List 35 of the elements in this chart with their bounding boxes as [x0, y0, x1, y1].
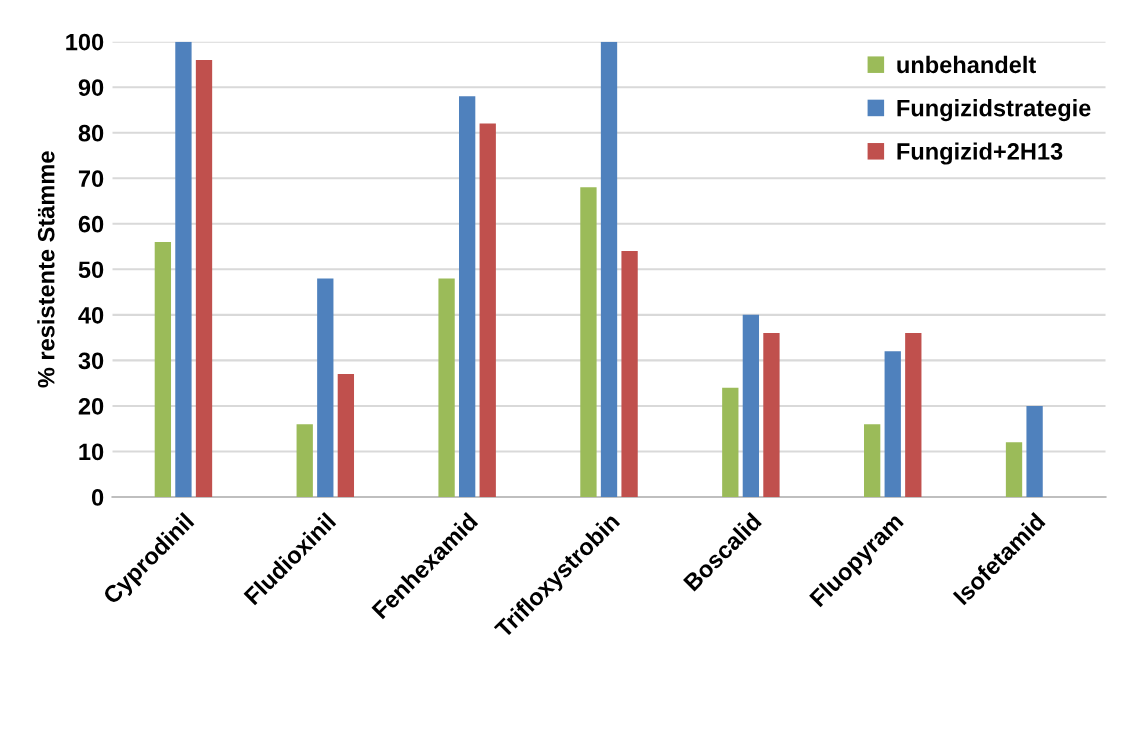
- y-axis-title: % resistente Stämme: [37, 151, 55, 388]
- bar: [195, 59, 213, 497]
- y-tick-label: 60: [78, 215, 104, 233]
- y-tick-label: 20: [78, 397, 104, 415]
- bar: [438, 278, 455, 497]
- bar: [459, 96, 476, 497]
- y-tick-label: 0: [91, 489, 104, 506]
- y-tick-label: 50: [78, 261, 104, 279]
- bar: [337, 374, 355, 497]
- bar: [1026, 405, 1043, 497]
- y-tick-label: 40: [78, 306, 104, 324]
- bar: [742, 314, 760, 497]
- bar: [580, 187, 597, 497]
- legend-label: unbehandelt: [897, 55, 1036, 74]
- legend-label: Fungizid+2H13: [897, 142, 1063, 165]
- y-tick-label: 90: [78, 79, 104, 96]
- bar: [763, 333, 780, 497]
- bar: [905, 333, 922, 497]
- y-tick-label: 10: [79, 443, 104, 461]
- bar: [600, 41, 618, 497]
- y-tick-label: 80: [78, 124, 104, 142]
- bar: [154, 242, 172, 497]
- bar: [175, 41, 192, 497]
- bar: [296, 424, 313, 497]
- bar: [722, 387, 739, 497]
- bar: [317, 278, 334, 497]
- y-tick-label: 100: [66, 33, 104, 51]
- legend-label: Fungizidstrategie: [897, 99, 1091, 122]
- y-tick-label: 70: [78, 170, 104, 188]
- bar: [621, 251, 638, 497]
- y-tick-label: 30: [78, 352, 104, 370]
- bar: [864, 424, 881, 497]
- bar: [479, 123, 496, 497]
- bar: [1005, 442, 1023, 497]
- bar: [884, 351, 901, 497]
